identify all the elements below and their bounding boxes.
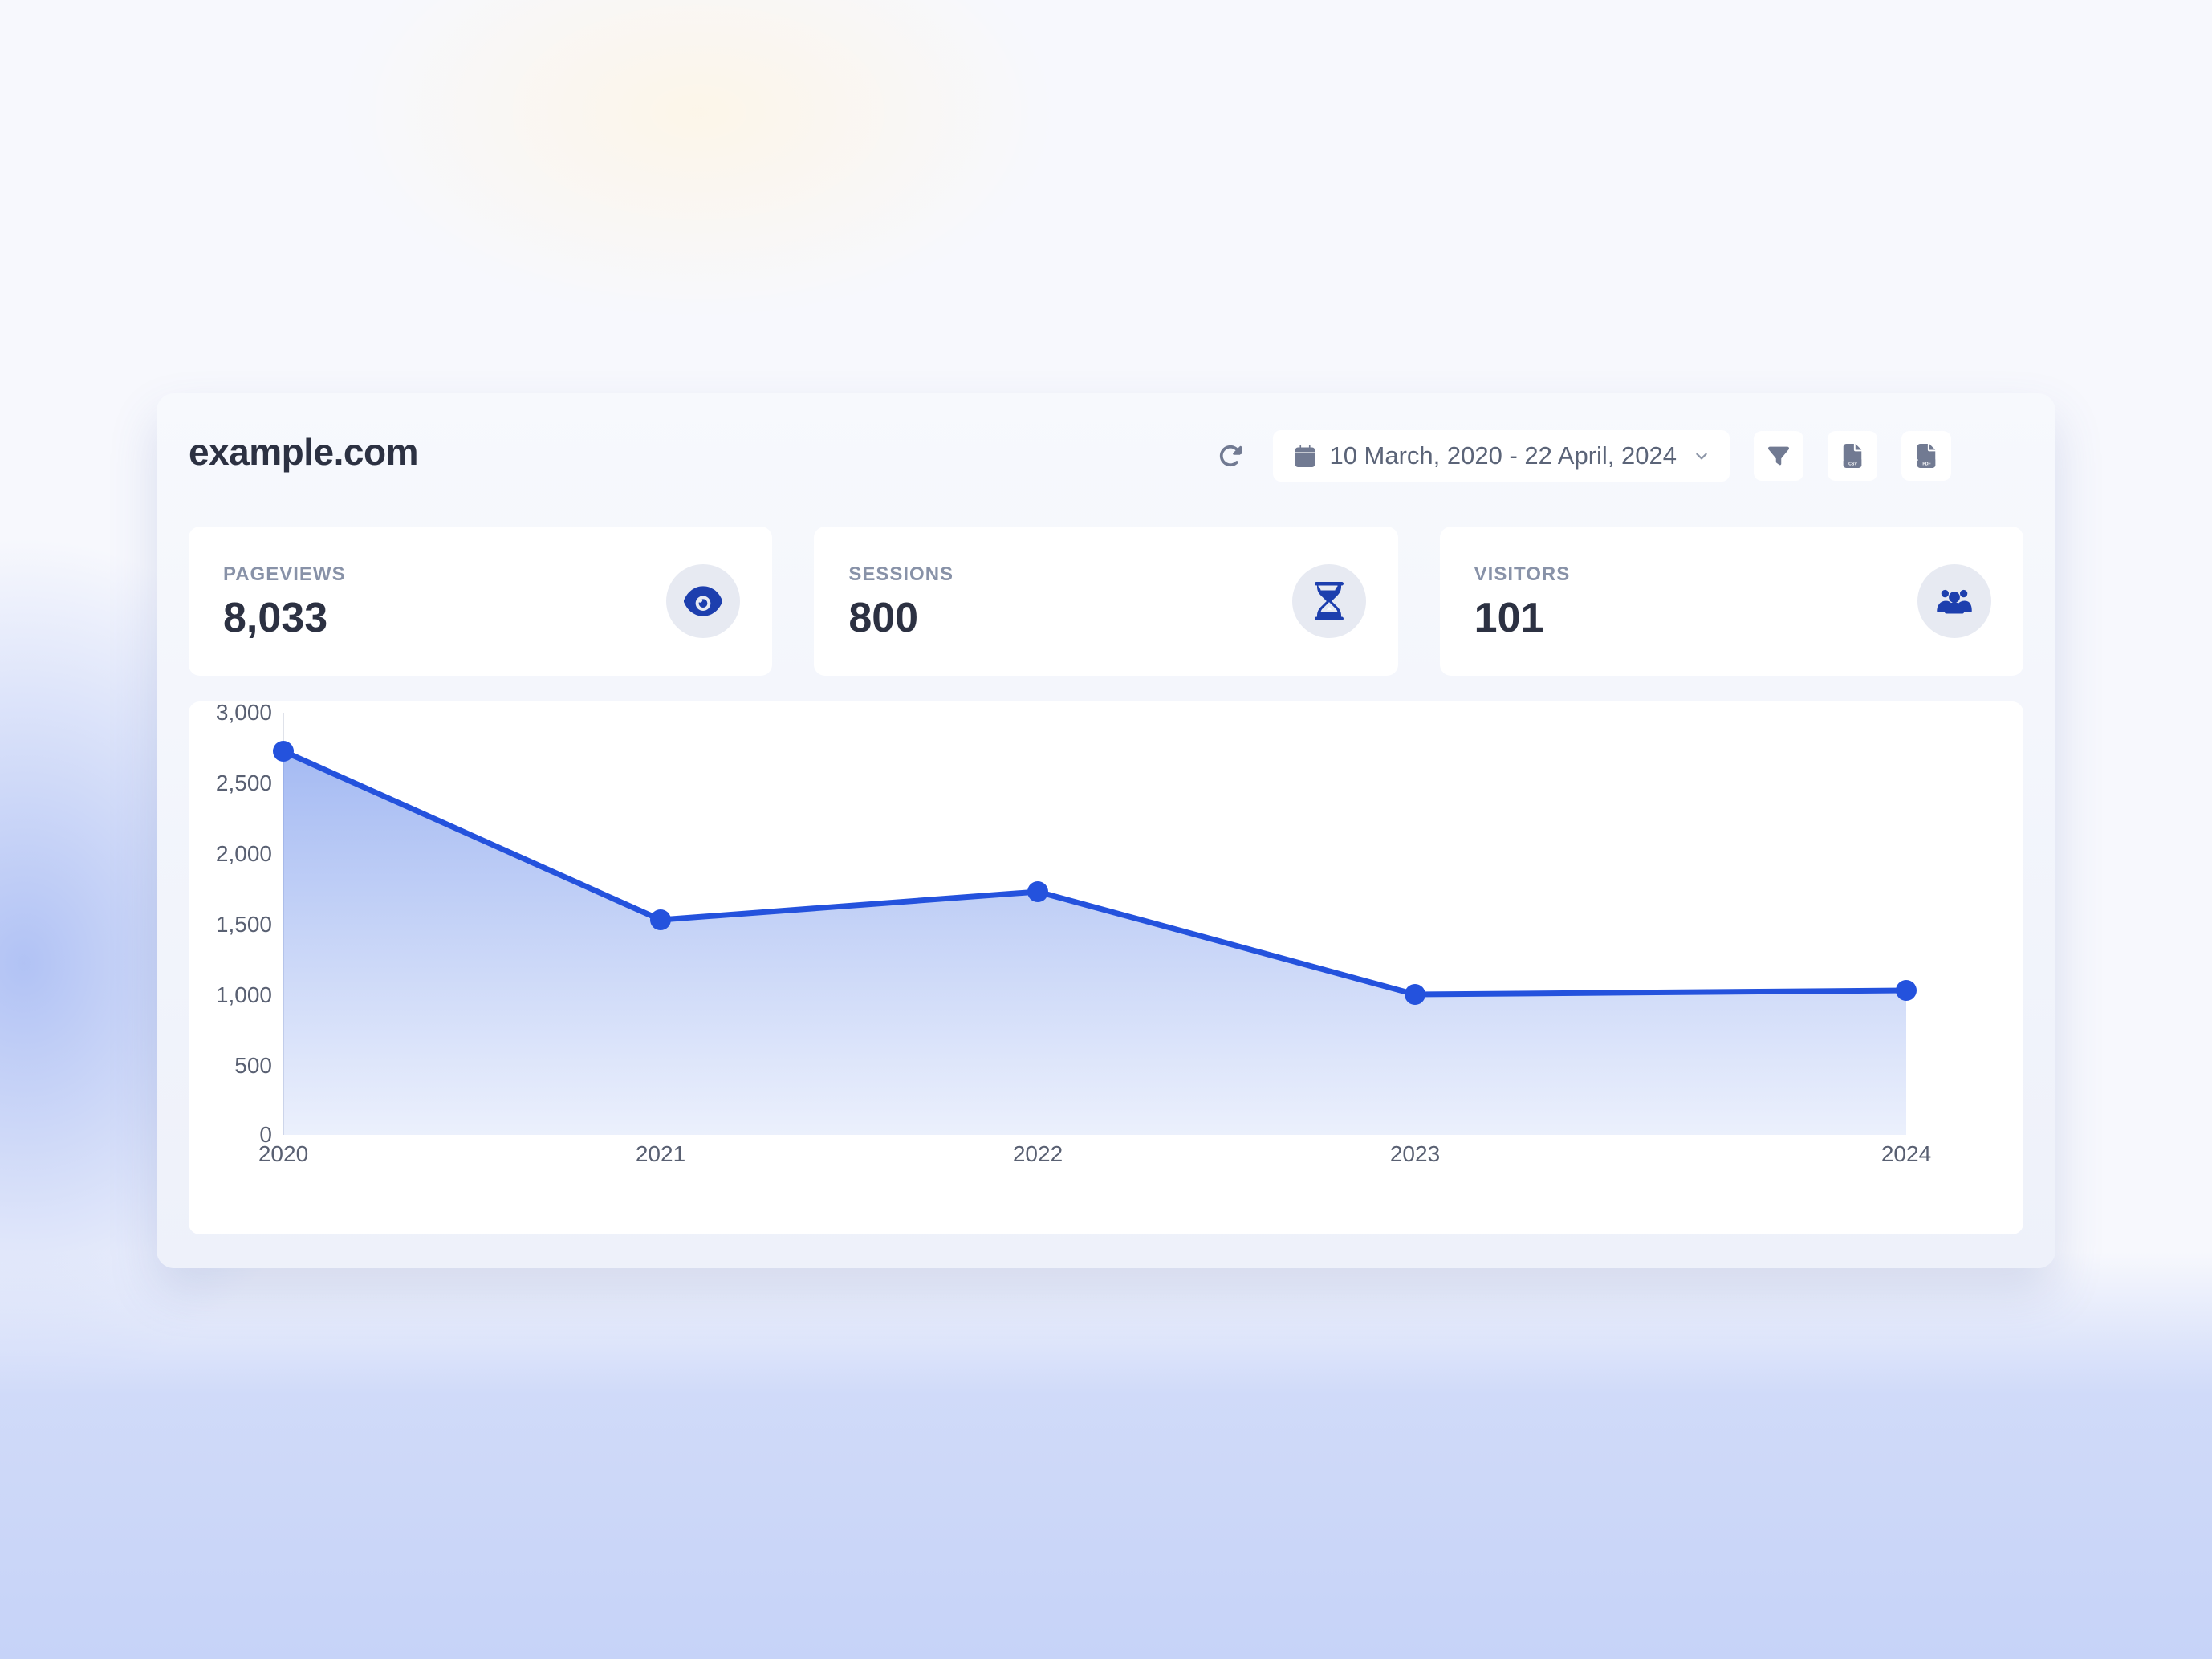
svg-text:CSV: CSV — [1848, 462, 1857, 466]
svg-text:PDF: PDF — [1922, 462, 1930, 466]
